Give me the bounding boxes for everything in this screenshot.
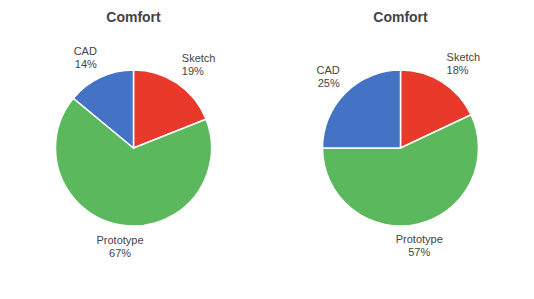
slice-value: 57% — [408, 246, 430, 258]
slice-value: 14% — [75, 58, 97, 70]
slice-category: Sketch — [182, 52, 216, 64]
chart-title: Comfort — [106, 9, 161, 25]
slice-category: CAD — [74, 45, 97, 57]
pie-slice — [73, 70, 133, 148]
slice-value: 25% — [318, 77, 340, 89]
pie-panel: Comfort Sketch18% Prototype57% CAD25% — [316, 9, 480, 258]
slice-value: 18% — [447, 64, 469, 76]
chart-root: ComfortSketch19%Prototype67%CAD14%Comfor… — [0, 0, 534, 299]
slice-label: Sketch18% — [447, 51, 481, 76]
slice-category: Sketch — [447, 51, 481, 63]
slice-label: Prototype67% — [96, 234, 143, 259]
slices — [56, 70, 212, 226]
slice-label: Prototype57% — [396, 233, 443, 258]
chart-title: Comfort — [373, 9, 428, 25]
pie-panel: Comfort Sketch19% Prototype67% CAD14% — [56, 9, 216, 259]
slice-category: Prototype — [396, 233, 443, 245]
slice-value: 19% — [182, 65, 204, 77]
slice-category: Prototype — [96, 234, 143, 246]
slice-label: Sketch19% — [182, 52, 216, 77]
slice-label: CAD14% — [74, 45, 97, 70]
slice-category: CAD — [316, 64, 339, 76]
slices — [323, 70, 479, 226]
slice-label: CAD25% — [316, 64, 339, 89]
slice-value: 67% — [109, 247, 131, 259]
